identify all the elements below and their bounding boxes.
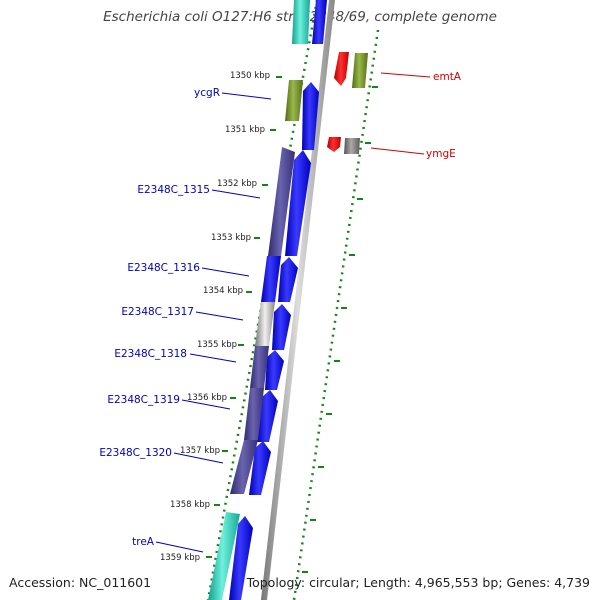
gene-block: [230, 440, 258, 494]
leader-line: [155, 541, 204, 553]
tick-marks: [206, 76, 282, 558]
length-value: 4,965,553 bp: [414, 575, 499, 590]
gene-block: [244, 388, 264, 440]
leader-line: [181, 399, 231, 410]
cds-forward-arrow: [265, 350, 284, 390]
leader-line: [189, 353, 237, 363]
cds-forward-arrow: [249, 441, 271, 495]
gene-block: [250, 346, 269, 388]
tick-label: 1352 kbp: [217, 179, 257, 189]
reverse-cds-track: [327, 52, 349, 152]
leader-line: [195, 311, 244, 321]
gene-label-E2348C_1317: E2348C_1317: [121, 306, 194, 318]
genes-label: Genes:: [506, 575, 551, 590]
leader-line: [370, 147, 425, 155]
gene-block: [292, 0, 310, 44]
accession-label: Accession:: [9, 575, 76, 590]
gene-label-E2348C_1320: E2348C_1320: [99, 447, 172, 459]
cds-forward-arrow: [285, 150, 311, 256]
cds-forward-arrow: [272, 304, 291, 350]
topology-value: circular: [309, 575, 356, 590]
cds-forward-arrow: [312, 0, 327, 44]
leader-line: [221, 92, 272, 100]
topology-label: Topology:: [246, 575, 306, 590]
genome-stats: Topology: circular; Length: 4,965,553 bp…: [246, 575, 590, 590]
outer-ring-marks: [302, 86, 378, 573]
gene-block: [208, 512, 240, 600]
accession-value: NC_011601: [79, 575, 152, 590]
tick-label: 1358 kbp: [170, 500, 210, 510]
cds-reverse-arrow: [327, 137, 341, 152]
gene-label-E2348C_1315: E2348C_1315: [137, 184, 210, 196]
accession-info: Accession: NC_011601: [9, 575, 151, 590]
gene-label-E2348C_1318: E2348C_1318: [114, 348, 187, 360]
gene-block: [285, 80, 303, 121]
leader-line: [173, 452, 224, 464]
leader-line: [211, 189, 261, 199]
leader-line: [201, 267, 250, 277]
cds-forward-arrow: [278, 257, 298, 302]
genes-value: 4,739: [554, 575, 590, 590]
tick-label: 1354 kbp: [203, 286, 243, 296]
gene-label-E2348C_1316: E2348C_1316: [127, 262, 200, 274]
tick-label: 1359 kbp: [160, 553, 200, 563]
cds-reverse-arrow: [334, 52, 349, 86]
forward-cds-track: [229, 0, 327, 600]
gene-label-E2348C_1319: E2348C_1319: [107, 394, 180, 406]
gene-block: [268, 147, 295, 256]
gene-block: [261, 256, 281, 302]
gene-label-treA: treA: [132, 536, 155, 548]
gene-block: [352, 53, 368, 88]
genome-backbone: [261, 0, 335, 600]
cds-forward-arrow: [302, 82, 319, 150]
outer-dotted-ring: [292, 29, 380, 600]
gene-block: [344, 138, 360, 154]
cds-forward-arrow: [229, 516, 253, 600]
gene-label-ycgR: ycgR: [194, 87, 220, 99]
tick-label: 1350 kbp: [230, 71, 270, 81]
gene-label-emtA: emtA: [433, 71, 462, 83]
tick-label: 1357 kbp: [180, 446, 220, 456]
gene-label-ymgE: ymgE: [426, 148, 456, 160]
length-label: Length:: [363, 575, 411, 590]
tick-label: 1353 kbp: [211, 233, 251, 243]
tick-label: 1355 kbp: [197, 340, 237, 350]
tick-label: 1351 kbp: [225, 125, 265, 135]
leader-line: [380, 72, 431, 78]
gene-block: [255, 302, 275, 346]
gene-track: [208, 0, 368, 600]
tick-label: 1356 kbp: [187, 393, 227, 403]
